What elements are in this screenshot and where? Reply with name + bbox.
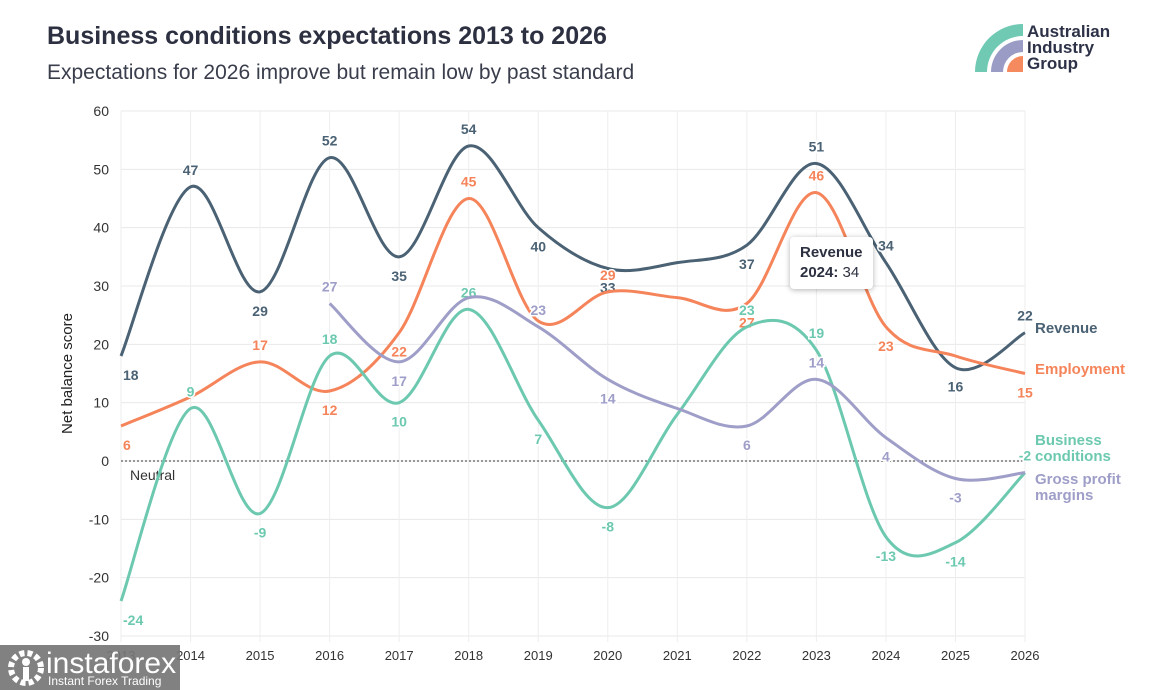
- x-tick-label: 2021: [663, 648, 692, 663]
- data-label: 9: [187, 384, 195, 400]
- data-label: 40: [530, 239, 546, 255]
- data-label: -8: [602, 519, 615, 535]
- data-label: -14: [945, 554, 965, 570]
- data-label: 14: [600, 390, 616, 406]
- x-tick-label: 2022: [732, 648, 761, 663]
- data-label: 4: [882, 449, 890, 465]
- y-tick-label: 60: [93, 103, 109, 119]
- data-label: 15: [1017, 385, 1033, 401]
- x-tick-label: 2014: [176, 648, 205, 663]
- logo-line: Industry: [1027, 38, 1095, 57]
- series-line-business-conditions: [119, 307, 1027, 602]
- series-line-gross-profit-margins: [328, 295, 1026, 482]
- watermark-brand: instaforex: [46, 647, 177, 680]
- data-label: 22: [391, 344, 407, 360]
- aig-logo: Australian Industry Group: [975, 22, 1155, 76]
- data-label: 34: [878, 238, 894, 254]
- data-label: 23: [530, 302, 546, 318]
- data-label: 18: [322, 331, 338, 347]
- data-label: 12: [322, 402, 338, 418]
- y-tick-label: -30: [89, 628, 109, 644]
- aig-logo-text: Australian Industry Group: [1027, 22, 1111, 73]
- data-label: -24: [123, 612, 143, 628]
- x-tick-label: 2024: [871, 648, 900, 663]
- x-tick-label: 2025: [941, 648, 970, 663]
- logo-line: Australian: [1027, 22, 1111, 41]
- y-tick-label: 0: [101, 453, 109, 469]
- data-label: 7: [534, 431, 542, 447]
- data-label: 52: [322, 133, 338, 149]
- data-label: -13: [876, 548, 896, 564]
- x-tick-label: 2020: [593, 648, 622, 663]
- legend-label: margins: [1035, 487, 1093, 504]
- chart-title: Business conditions expectations 2013 to…: [47, 22, 607, 50]
- data-label: 22: [1017, 308, 1033, 324]
- y-tick-label: 50: [93, 161, 109, 177]
- data-label: 10: [391, 414, 407, 430]
- data-label: 29: [600, 267, 616, 283]
- legend-label: conditions: [1035, 448, 1111, 465]
- data-label: 45: [461, 174, 477, 190]
- data-label: 16: [948, 379, 964, 395]
- data-label: 19: [809, 325, 825, 341]
- data-label: 14: [809, 354, 825, 370]
- data-label: 29: [252, 303, 268, 319]
- x-tick-label: 2017: [385, 648, 414, 663]
- tooltip: Revenue 2024: 34: [790, 237, 873, 289]
- y-tick-label: 40: [93, 220, 109, 236]
- data-label: 47: [183, 162, 199, 178]
- data-label: -3: [949, 490, 962, 506]
- aig-logo-mark-icon: [975, 24, 1023, 72]
- x-tick-label: 2019: [524, 648, 553, 663]
- y-tick-label: 20: [93, 336, 109, 352]
- series-line-employment: [120, 191, 1026, 428]
- tooltip-series: Revenue: [800, 244, 863, 261]
- data-label: 17: [391, 373, 407, 389]
- legend-label: Revenue: [1035, 320, 1098, 337]
- y-tick-label: -20: [89, 570, 109, 586]
- data-label: -2: [1019, 448, 1032, 464]
- logo-line: Group: [1027, 54, 1078, 73]
- data-label: 23: [739, 302, 755, 318]
- x-tick-label: 2023: [802, 648, 831, 663]
- chart-subtitle: Expectations for 2026 improve but remain…: [47, 61, 635, 84]
- data-label: 51: [809, 139, 825, 155]
- data-label: 46: [809, 168, 825, 184]
- x-tick-label: 2026: [1011, 648, 1040, 663]
- y-axis-label: Net balance score: [59, 313, 76, 434]
- data-label: 6: [123, 437, 131, 453]
- legend-label: Business: [1035, 432, 1102, 449]
- data-label: -9: [254, 525, 267, 541]
- tooltip-value: 34: [842, 264, 860, 281]
- data-label: 23: [878, 338, 894, 354]
- data-label: 6: [743, 437, 751, 453]
- tooltip-year: 2024:: [800, 264, 839, 281]
- data-label: 17: [252, 337, 268, 353]
- y-tick-label: -10: [89, 511, 109, 527]
- gear-icon: [8, 650, 44, 686]
- data-label: 18: [123, 367, 139, 383]
- x-tick-label: 2015: [246, 648, 275, 663]
- watermark: instaforex Instant Forex Trading: [0, 645, 180, 690]
- data-label: 35: [391, 268, 407, 284]
- y-tick-label: 10: [93, 395, 109, 411]
- legend-label: Employment: [1035, 361, 1125, 378]
- y-tick-label: 30: [93, 278, 109, 294]
- series-line-revenue: [119, 144, 1026, 372]
- x-tick-label: 2018: [454, 648, 483, 663]
- data-label: 27: [322, 279, 338, 295]
- data-label: 37: [739, 256, 755, 272]
- x-tick-label: 2016: [315, 648, 344, 663]
- legend-label: Gross profit: [1035, 471, 1121, 488]
- neutral-label: Neutral: [130, 467, 175, 483]
- watermark-tagline: Instant Forex Trading: [48, 674, 162, 688]
- data-label: 54: [461, 121, 477, 137]
